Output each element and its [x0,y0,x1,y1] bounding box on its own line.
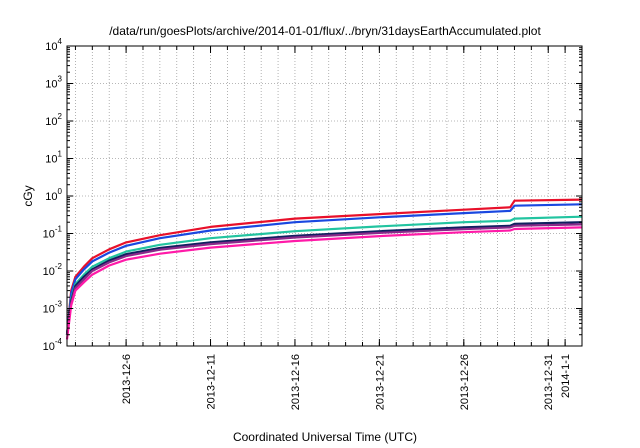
chart-title: /data/run/goesPlots/archive/2014-01-01/f… [109,24,541,38]
series-lines [65,198,583,340]
y-tick-base: 10 [45,154,57,166]
y-tick-exponent: 2 [58,112,63,121]
y-tick-label: 10-3 [43,300,63,316]
series-line-2 [65,203,583,335]
series-line-3 [65,215,583,335]
y-tick-exponent: 3 [58,75,63,84]
y-tick-label: 102 [45,112,62,128]
series-line-6 [65,226,583,340]
y-tick-label: 10-4 [43,337,63,353]
y-tick-label: 10-2 [43,262,63,278]
x-axis-label: Coordinated Universal Time (UTC) [233,430,417,444]
y-tick-label: 103 [45,75,62,91]
x-tick-label: 2013-12-21 [374,354,386,410]
y-tick-base: 10 [43,304,55,316]
x-tick-label: 2013-12-31 [543,354,555,410]
y-tick-base: 10 [43,229,55,241]
y-tick-base: 10 [45,191,57,203]
y-tick-base: 10 [43,266,55,278]
y-tick-label: 100 [45,187,62,203]
y-tick-exponent: -3 [55,300,63,309]
y-tick-base: 10 [43,341,55,353]
y-tick-base: 10 [45,41,57,53]
series-line-5 [65,223,583,335]
x-tick-label: 2013-12-11 [206,354,218,409]
y-axis-label: cGy [21,185,35,206]
y-tick-exponent: -4 [55,337,63,346]
y-tick-exponent: 1 [58,150,63,159]
x-tick-label: 2013-12-26 [459,354,471,410]
x-tick-label: 2013-12-16 [290,354,302,410]
axis-ticks [67,45,582,347]
y-tick-exponent: 0 [58,187,63,196]
series-line-1 [65,198,583,335]
series-line-4 [65,221,583,335]
y-tick-label: 10-1 [43,225,63,241]
x-tick-labels: 2013-12-6 2013-12-11 2013-12-16 2013-12-21 2… [121,354,572,410]
x-tick-label: 2013-12-6 [121,354,133,404]
y-tick-exponent: -1 [55,225,63,234]
y-tick-base: 10 [45,116,57,128]
y-tick-label: 101 [45,150,62,166]
y-tick-label: 104 [45,37,62,53]
y-tick-exponent: 4 [58,37,63,46]
y-tick-base: 10 [45,79,57,91]
grid-lines [67,46,582,346]
plot-frame [66,45,583,347]
y-tick-exponent: -2 [55,262,63,271]
x-tick-label: 2014-1-1 [560,354,572,398]
